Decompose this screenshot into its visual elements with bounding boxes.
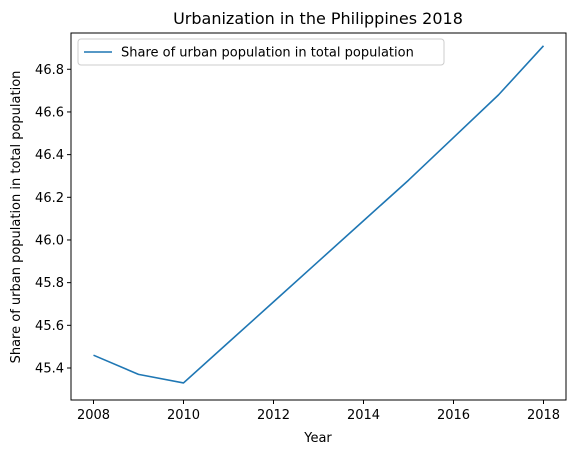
y-axis-label: Share of urban population in total popul… <box>9 71 24 364</box>
x-tick-label: 2008 <box>77 408 110 423</box>
x-tick-label: 2016 <box>437 408 470 423</box>
x-axis-label: Year <box>303 431 332 446</box>
y-tick-label: 45.8 <box>35 276 64 291</box>
x-tick-label: 2014 <box>347 408 380 423</box>
x-tick-label: 2012 <box>257 408 290 423</box>
y-tick-label: 46.0 <box>35 233 64 248</box>
x-tick-label: 2018 <box>527 408 560 423</box>
y-tick-label: 46.8 <box>35 63 64 78</box>
y-tick-label: 45.6 <box>35 319 64 334</box>
y-tick-label: 46.6 <box>35 105 64 120</box>
legend-label: Share of urban population in total popul… <box>121 46 414 61</box>
plot-frame <box>70 32 567 401</box>
y-tick-label: 45.4 <box>35 361 64 376</box>
chart-title: Urbanization in the Philippines 2018 <box>173 9 463 28</box>
y-tick-label: 46.4 <box>35 148 64 163</box>
legend-box <box>77 38 445 66</box>
x-tick-label: 2010 <box>167 408 200 423</box>
y-tick-label: 46.2 <box>35 191 64 206</box>
series-line <box>93 45 545 384</box>
